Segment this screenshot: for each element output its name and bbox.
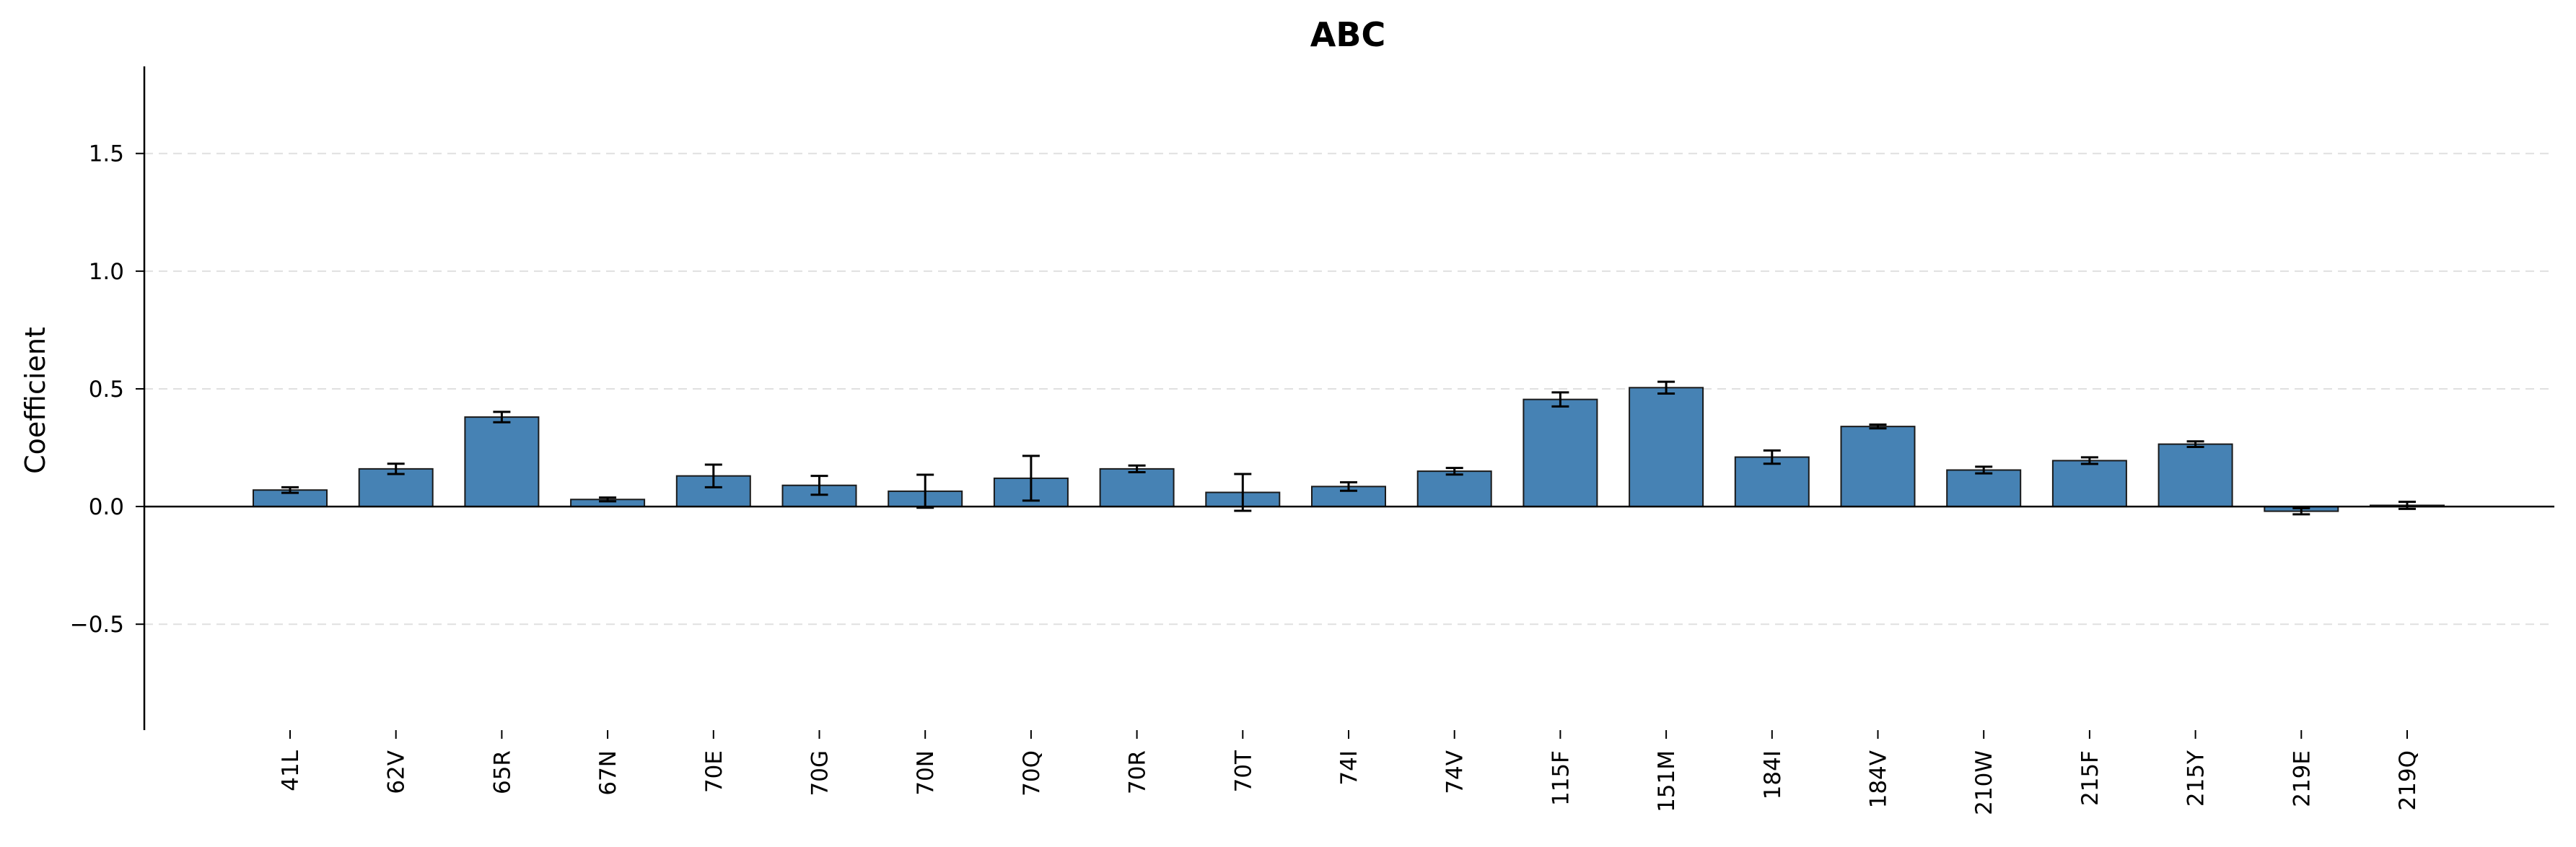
axes — [136, 66, 2554, 739]
bar — [1734, 456, 1810, 508]
x-tick-label: 184I — [1760, 750, 1786, 799]
x-tick-label: 215F — [2077, 750, 2103, 806]
grid-lines — [144, 152, 2554, 626]
x-tick-label: 219E — [2289, 750, 2315, 807]
y-tick-label: 1.5 — [89, 141, 124, 167]
x-tick-label: 70R — [1125, 750, 1151, 794]
x-tick-label: 67N — [595, 750, 621, 796]
chart-title: ABC — [1310, 15, 1385, 54]
x-tick-label: 219Q — [2395, 750, 2421, 811]
x-tick-label: 65R — [489, 750, 515, 794]
x-tick-label: 74V — [1442, 750, 1468, 794]
y-tick-label: −0.5 — [70, 612, 124, 638]
x-tick-label: 70Q — [1019, 750, 1045, 796]
x-tick-label: 62V — [384, 750, 410, 794]
y-tick-label: 0.5 — [89, 377, 124, 403]
x-tick-label: 70N — [913, 750, 939, 796]
x-tick-label: 74I — [1336, 750, 1362, 786]
y-axis-label: Coefficient — [19, 327, 51, 474]
bar — [1840, 426, 1916, 508]
x-tick-label: 115F — [1548, 750, 1574, 806]
bar — [1523, 398, 1598, 508]
x-tick-label: 41L — [278, 750, 304, 791]
x-tick-label: 70E — [701, 750, 727, 793]
bar — [464, 416, 540, 508]
x-tick-label: 215Y — [2183, 750, 2209, 807]
bar — [1099, 468, 1175, 508]
x-tick-label: 210W — [1971, 750, 1997, 815]
x-tick-label: 184V — [1866, 750, 1892, 808]
bar — [1416, 470, 1492, 508]
bar — [1629, 387, 1704, 508]
x-tick-label: 70T — [1230, 750, 1256, 792]
y-tick-label: 0.0 — [89, 494, 124, 520]
bars — [253, 380, 2445, 516]
bar — [2157, 443, 2233, 508]
bar — [2051, 460, 2127, 508]
x-tick-label: 70G — [807, 750, 833, 796]
y-tick-label: 1.0 — [89, 259, 124, 285]
tick-labels: −0.5 0.0 0.5 1.0 1.5 41L 62V 65R 67N 70E 70G 70N 70Q… — [70, 141, 2421, 815]
x-tick-label: 151M — [1654, 750, 1680, 812]
bar — [1946, 469, 2022, 508]
